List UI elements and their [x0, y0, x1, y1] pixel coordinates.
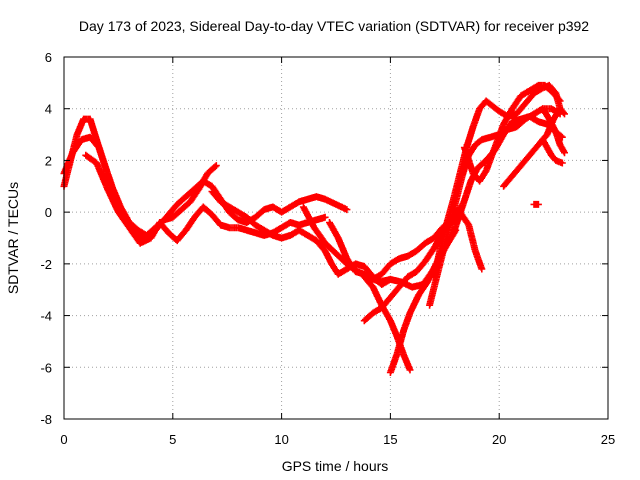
y-tick-label: 6	[45, 50, 52, 65]
y-tick-label: 4	[45, 102, 52, 117]
y-tick-label: -4	[40, 309, 52, 324]
y-tick-label: 0	[45, 205, 52, 220]
x-axis-label: GPS time / hours	[282, 458, 389, 474]
series-markers	[530, 200, 542, 208]
series-markers	[460, 81, 564, 185]
data-series	[60, 81, 568, 376]
series-markers	[82, 151, 329, 247]
x-tick-label: 5	[169, 432, 176, 447]
y-tick-label: 2	[45, 153, 52, 168]
chart-title: Day 173 of 2023, Sidereal Day-to-day VTE…	[79, 18, 589, 34]
x-axis-ticks: 0 5 10 15 20 25	[60, 57, 615, 447]
x-tick-label: 0	[60, 432, 67, 447]
series-markers	[539, 105, 568, 157]
y-tick-label: -8	[40, 412, 52, 427]
y-tick-label: -2	[40, 257, 52, 272]
x-tick-label: 10	[274, 432, 288, 447]
x-tick-label: 20	[492, 432, 506, 447]
series-markers	[539, 136, 566, 167]
x-tick-label: 25	[601, 432, 615, 447]
x-tick-label: 15	[383, 432, 397, 447]
y-axis-label: SDTVAR / TECUs	[5, 182, 21, 294]
y-axis-ticks: -8 -6 -4 -2 0 2 4 6	[40, 50, 608, 427]
series-track-14	[530, 200, 542, 208]
series-track-3	[82, 151, 329, 247]
y-tick-label: -6	[40, 360, 52, 375]
series-track-12	[460, 81, 564, 185]
series-track-16	[539, 105, 568, 157]
series-track-15	[539, 136, 566, 167]
plot-frame	[63, 56, 609, 420]
